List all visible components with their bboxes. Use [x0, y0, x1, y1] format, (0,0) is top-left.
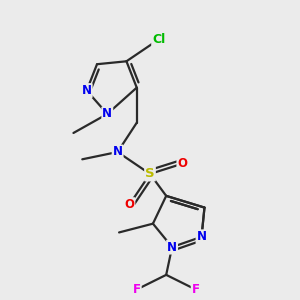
Text: F: F	[133, 283, 141, 296]
Text: F: F	[192, 283, 200, 296]
Text: S: S	[145, 167, 155, 180]
Text: O: O	[177, 157, 188, 170]
Text: N: N	[102, 107, 112, 121]
Text: N: N	[82, 84, 92, 97]
Text: N: N	[167, 241, 177, 254]
Text: N: N	[112, 146, 123, 158]
Text: O: O	[124, 198, 134, 211]
Text: Cl: Cl	[152, 33, 166, 46]
Text: N: N	[196, 230, 206, 243]
